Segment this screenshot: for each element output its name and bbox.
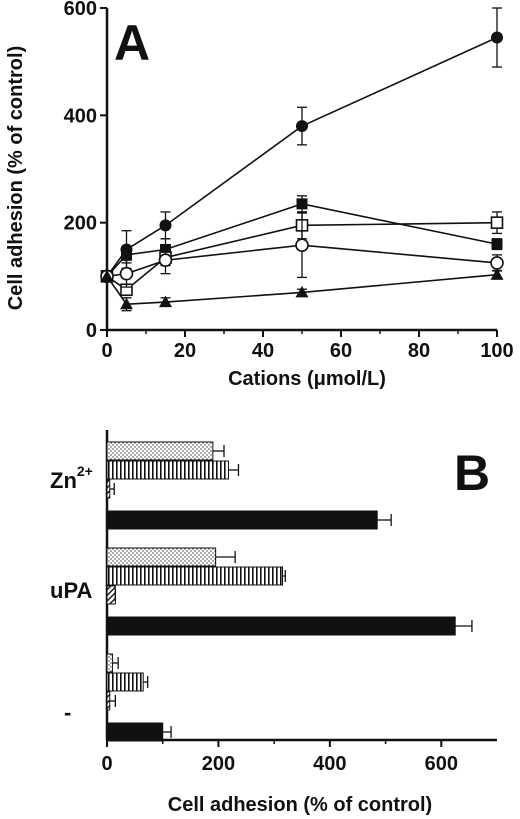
data-point-filled-square (491, 238, 503, 250)
panel-a-y-tick-label: 600 (64, 0, 97, 20)
data-point-filled-circle (296, 120, 308, 133)
panel-a-x-tick-label: 100 (480, 340, 513, 362)
panel-a-series (100, 7, 504, 312)
panel-a-y-tick-label: 400 (64, 105, 97, 127)
data-point-filled-triangle (490, 268, 504, 280)
panel-b-x-tick-label: 400 (313, 753, 346, 775)
panel-a-y-tick-label: 0 (86, 320, 97, 342)
panel-b: 0 200 400 600 B Cell adhesion (% of control… (50, 430, 497, 816)
bar-diagonal-hatch (106, 479, 111, 499)
panel-a: 0 200 400 600 0 20 40 60 80 100 A Cations (μmol/L… (5, 0, 514, 390)
data-point-open-circle (490, 256, 504, 270)
data-point-filled-triangle (100, 269, 114, 282)
panel-b-bars (106, 441, 473, 742)
data-point-filled-circle (491, 31, 503, 44)
bar-vertical-stripes (106, 566, 283, 586)
category-label-none: - (64, 700, 71, 725)
panel-b-tick-labels: 0 200 400 600 (101, 753, 458, 775)
data-point-filled-circle (159, 219, 172, 232)
bar-vertical-stripes (106, 672, 144, 692)
data-point-open-circle (119, 266, 134, 281)
panel-a-x-tick-label: 20 (174, 340, 196, 362)
data-point-filled-square (121, 249, 132, 261)
panel-a-x-tick-label: 0 (101, 340, 112, 362)
category-label-zn: Zn2+ (50, 463, 93, 493)
data-point-open-square (490, 216, 504, 229)
panel-b-x-tick-label: 600 (425, 753, 458, 775)
bar-diagonal-hatch (106, 585, 116, 605)
bar-dotted (106, 547, 217, 567)
panel-b-category-labels: Zn2+ uPA - (50, 463, 93, 725)
bar-vertical-stripes (106, 460, 229, 480)
panel-a-letter: A (114, 15, 150, 71)
panel-a-y-tick-label: 200 (64, 213, 97, 235)
panel-a-x-tick-label: 80 (408, 340, 430, 362)
panel-a-x-tick-label: 60 (330, 340, 352, 362)
panel-a-y-axis-label: Cell adhesion (% of control) (5, 46, 27, 310)
category-label-upa: uPA (50, 578, 92, 603)
panel-b-x-tick-label: 0 (101, 753, 112, 775)
panel-a-axes (100, 7, 498, 337)
panel-b-letter: B (454, 445, 490, 501)
bar-dotted (106, 441, 214, 461)
data-point-filled-triangle (159, 295, 172, 308)
data-point-filled-triangle (295, 285, 309, 298)
bar-solid (106, 722, 164, 742)
data-point-open-circle (158, 253, 173, 268)
bar-diagonal-hatch (106, 691, 111, 711)
data-point-filled-triangle (120, 297, 133, 310)
data-point-filled-square (296, 198, 308, 210)
bar-solid (106, 616, 456, 636)
panel-a-x-axis-label: Cations (μmol/L) (228, 368, 386, 390)
panel-b-x-axis-label: Cell adhesion (% of control) (168, 794, 432, 816)
panel-a-x-tick-label: 40 (252, 340, 274, 362)
bar-dotted (106, 653, 114, 673)
bar-solid (106, 510, 378, 530)
panel-b-x-tick-label: 200 (202, 753, 235, 775)
data-point-open-circle (295, 238, 309, 253)
panel-a-tick-labels: 0 200 400 600 0 20 40 60 80 100 (64, 0, 514, 362)
